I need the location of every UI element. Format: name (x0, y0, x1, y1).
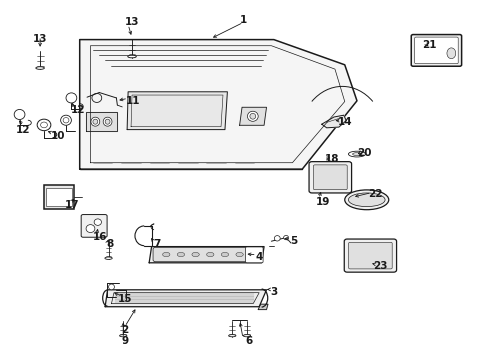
Text: 13: 13 (124, 17, 139, 27)
Ellipse shape (446, 48, 455, 59)
Ellipse shape (36, 67, 44, 69)
FancyBboxPatch shape (308, 162, 351, 193)
Ellipse shape (243, 335, 250, 337)
Ellipse shape (63, 117, 69, 123)
Ellipse shape (105, 119, 110, 124)
FancyBboxPatch shape (313, 165, 346, 190)
FancyBboxPatch shape (44, 185, 74, 209)
Text: 9: 9 (121, 336, 128, 346)
Ellipse shape (61, 115, 71, 125)
Text: 13: 13 (33, 34, 47, 44)
Text: 3: 3 (270, 287, 277, 297)
Text: 8: 8 (106, 239, 113, 249)
Ellipse shape (177, 252, 184, 257)
Ellipse shape (108, 284, 114, 290)
Polygon shape (127, 92, 227, 130)
Ellipse shape (249, 113, 255, 119)
FancyBboxPatch shape (410, 35, 461, 66)
Ellipse shape (347, 151, 365, 157)
Ellipse shape (41, 122, 47, 128)
Text: 12: 12 (16, 125, 31, 135)
Ellipse shape (228, 335, 235, 337)
Polygon shape (321, 115, 346, 128)
Ellipse shape (206, 252, 214, 257)
Ellipse shape (86, 225, 95, 233)
FancyBboxPatch shape (81, 215, 107, 237)
Ellipse shape (66, 93, 77, 103)
Text: 5: 5 (289, 236, 296, 246)
Text: 23: 23 (372, 261, 387, 271)
Text: 7: 7 (152, 239, 160, 249)
Polygon shape (239, 107, 266, 125)
Text: 2: 2 (121, 325, 128, 335)
Text: 6: 6 (245, 336, 252, 346)
Ellipse shape (14, 109, 25, 120)
Text: 17: 17 (65, 200, 80, 210)
Text: 1: 1 (240, 15, 246, 25)
Ellipse shape (352, 153, 361, 156)
Ellipse shape (192, 252, 199, 257)
Polygon shape (105, 290, 266, 307)
Text: 20: 20 (356, 148, 371, 158)
Text: 18: 18 (325, 154, 339, 164)
Ellipse shape (103, 117, 112, 126)
Polygon shape (149, 247, 264, 263)
Text: 10: 10 (50, 131, 65, 141)
Polygon shape (258, 304, 267, 310)
Text: 12: 12 (71, 105, 85, 115)
Ellipse shape (235, 252, 243, 257)
FancyBboxPatch shape (414, 37, 457, 64)
Text: 19: 19 (315, 197, 329, 207)
Text: 21: 21 (421, 40, 436, 50)
Text: 14: 14 (337, 117, 351, 127)
Polygon shape (85, 112, 117, 131)
Text: 11: 11 (125, 96, 140, 106)
Ellipse shape (93, 119, 98, 124)
Ellipse shape (347, 193, 384, 207)
Ellipse shape (104, 257, 112, 260)
Ellipse shape (119, 335, 127, 337)
Text: 22: 22 (367, 189, 382, 199)
FancyBboxPatch shape (153, 247, 258, 262)
Ellipse shape (127, 55, 136, 58)
Ellipse shape (91, 117, 100, 126)
Text: 15: 15 (117, 294, 132, 304)
FancyBboxPatch shape (344, 239, 396, 272)
Ellipse shape (274, 235, 280, 241)
Ellipse shape (344, 190, 388, 210)
Text: 4: 4 (255, 252, 263, 262)
FancyBboxPatch shape (46, 188, 72, 206)
Text: 16: 16 (93, 232, 107, 242)
Ellipse shape (247, 111, 258, 121)
FancyBboxPatch shape (245, 247, 263, 263)
Ellipse shape (94, 219, 102, 225)
Ellipse shape (283, 235, 288, 240)
Ellipse shape (221, 252, 228, 257)
FancyBboxPatch shape (348, 242, 391, 269)
Ellipse shape (162, 252, 170, 257)
Polygon shape (80, 40, 356, 169)
Ellipse shape (37, 119, 51, 131)
